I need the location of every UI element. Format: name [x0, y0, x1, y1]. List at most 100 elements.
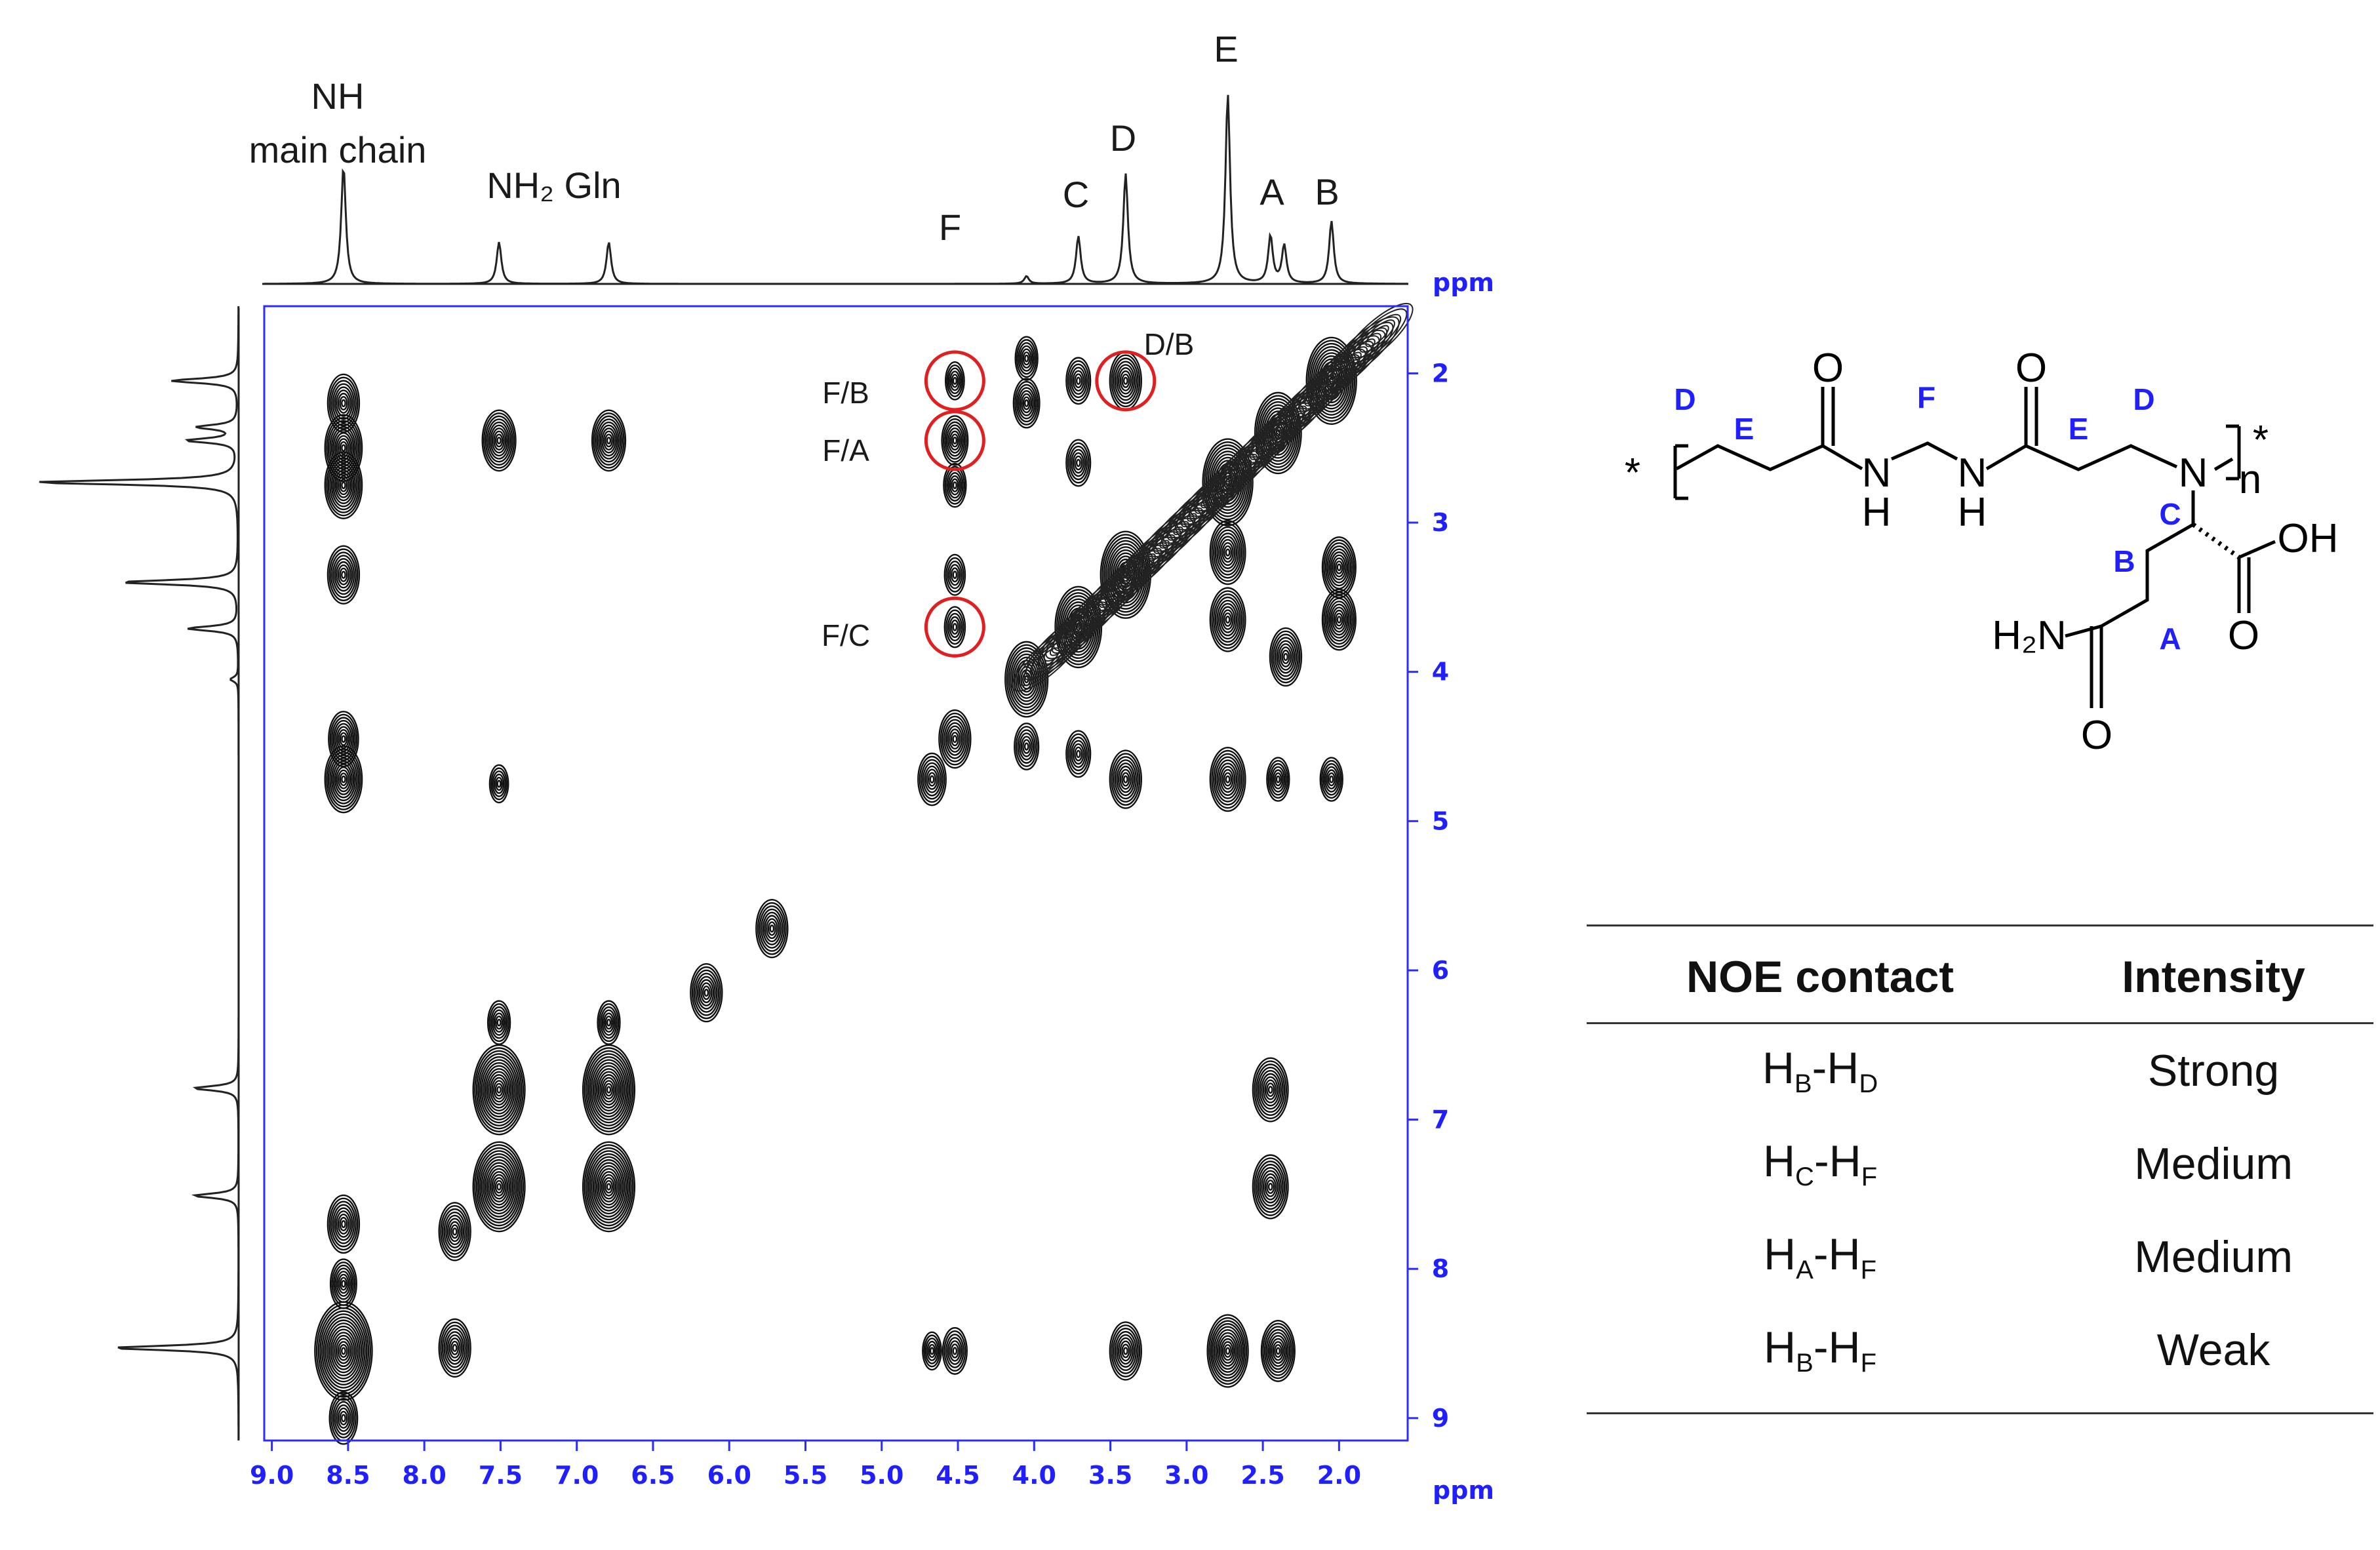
- label-f: F: [939, 207, 961, 248]
- cross-peak: [327, 1194, 361, 1254]
- atom-o-left: O: [1812, 346, 1844, 391]
- cross-peak: [591, 409, 627, 472]
- site-label-e2: E: [2069, 412, 2089, 446]
- plot-frame: [263, 305, 1409, 1442]
- diagonal-contour: [1036, 647, 1060, 670]
- y-axis: 2 3 4 5 6 7 8 9: [1408, 359, 1449, 1433]
- cross-peak-contours: [314, 336, 1357, 1445]
- left-1d-projection: [39, 306, 240, 1441]
- y-tick-label: 3: [1432, 508, 1449, 537]
- table-row: HB-HF Weak: [1587, 1303, 2373, 1414]
- highlight-circle: [924, 410, 985, 471]
- cross-peak: [941, 415, 969, 466]
- header-intensity: Intensity: [2122, 952, 2305, 1002]
- cross-peak: [922, 1331, 942, 1371]
- x-tick-label: 6.0: [707, 1461, 751, 1490]
- x-tick-label: 5.0: [860, 1461, 903, 1490]
- highlight-circle: [924, 350, 985, 412]
- x-tick-label: 5.5: [783, 1461, 827, 1490]
- diagonal-contour: [1167, 507, 1203, 541]
- label-d-b: D/B: [1144, 327, 1195, 361]
- site-label-c: C: [2159, 497, 2181, 531]
- y-tick-label: 7: [1432, 1105, 1449, 1134]
- noe-contact-cell: HA-HF: [1764, 1229, 1877, 1284]
- atom-o-acid: O: [2228, 613, 2259, 658]
- intensity-cell: Weak: [2156, 1325, 2271, 1375]
- diagonal-contour: [1263, 413, 1299, 447]
- diagonal-contour: [1235, 440, 1272, 474]
- cross-peak: [943, 553, 966, 596]
- cross-peak: [324, 745, 363, 814]
- cross-peak: [917, 752, 947, 806]
- noe-contact-cell: HB-HF: [1764, 1322, 1877, 1378]
- diagonal-contour: [1029, 641, 1066, 675]
- label-f-a: F/A: [822, 433, 869, 467]
- site-label-d1: D: [1674, 382, 1696, 416]
- cross-peak: [942, 1327, 968, 1375]
- cross-peak: [481, 409, 517, 472]
- x-tick-label: 2.0: [1317, 1461, 1361, 1490]
- cross-peak: [488, 764, 509, 804]
- site-label-e1: E: [1734, 412, 1755, 446]
- label-nh: NH: [311, 75, 365, 117]
- diagonal-contour: [1071, 601, 1107, 635]
- label-main-chain: main chain: [249, 129, 427, 170]
- highlight-circle: [1095, 350, 1157, 412]
- x-tick-label: 2.5: [1240, 1461, 1284, 1490]
- table-header-row: NOE contact Intensity: [1587, 925, 2373, 1023]
- cross-peak: [1209, 746, 1246, 812]
- cross-peak: [582, 1044, 636, 1136]
- cross-peak: [1065, 357, 1092, 405]
- intensity-cell: Medium: [2134, 1232, 2293, 1282]
- diagonal-contours: [1012, 302, 1414, 692]
- table-row: HA-HF Medium: [1587, 1210, 2373, 1303]
- highlight-circle: [924, 596, 985, 658]
- cross-peak: [1065, 439, 1092, 487]
- cross-peak: [438, 1318, 471, 1378]
- label-e: E: [1214, 28, 1238, 70]
- cross-peak: [1266, 757, 1290, 802]
- atom-n1: N: [1862, 450, 1892, 496]
- cross-peak: [314, 1301, 373, 1401]
- diagonal-contour: [1098, 574, 1135, 608]
- label-d: D: [1110, 117, 1136, 159]
- atom-star-right: *: [2253, 418, 2269, 463]
- label-f-c: F/C: [822, 618, 870, 652]
- cross-peak: [1209, 587, 1246, 652]
- cross-peak: [690, 963, 723, 1023]
- cross-peak: [1014, 723, 1040, 770]
- site-label-f: F: [1917, 380, 1935, 414]
- cross-peak: [327, 545, 361, 605]
- table-row: HC-HF Medium: [1587, 1117, 2373, 1210]
- x-tick-label: 4.0: [1012, 1461, 1056, 1490]
- site-label-a: A: [2159, 622, 2181, 656]
- noe-contact-table: NOE contact Intensity HB-HD Strong HC-HF…: [1587, 924, 2373, 1414]
- diagonal-contour: [1084, 587, 1121, 622]
- diagonal-contour: [1332, 346, 1368, 380]
- x-tick-label: 4.5: [936, 1461, 980, 1490]
- x-axis: 9.0 8.5 8.0 7.5 7.0 6.5 6.0 5.5 5.0 4.5 4.0 3.5 3.0 2…: [250, 1441, 1361, 1490]
- noe-contact-cell: HC-HF: [1762, 1136, 1878, 1191]
- cross-peak: [1109, 749, 1143, 809]
- cross-peak: [486, 1000, 511, 1045]
- cross-peak: [1206, 1314, 1249, 1388]
- x-tick-label: 8.0: [402, 1461, 446, 1490]
- cross-peak: [1269, 627, 1303, 687]
- diagonal-contour: [1140, 534, 1176, 568]
- diagonal-contour: [1345, 332, 1381, 367]
- diagonal-contour: [1057, 614, 1094, 648]
- x-tick-label: 8.5: [326, 1461, 370, 1490]
- diagonal-contour: [1153, 521, 1190, 555]
- cross-peak: [324, 451, 363, 519]
- label-a: A: [1259, 171, 1284, 212]
- label-c: C: [1063, 174, 1089, 215]
- x-tick-label: 3.5: [1088, 1461, 1132, 1490]
- diagonal-contour: [1221, 454, 1258, 487]
- diagonal-contour: [1012, 625, 1084, 692]
- cross-peak: [1012, 378, 1041, 429]
- x-tick-label: 3.0: [1164, 1461, 1208, 1490]
- highlight-circles: [924, 350, 1157, 658]
- diagonal-contour: [1112, 561, 1149, 595]
- y-tick-label: 8: [1432, 1254, 1449, 1283]
